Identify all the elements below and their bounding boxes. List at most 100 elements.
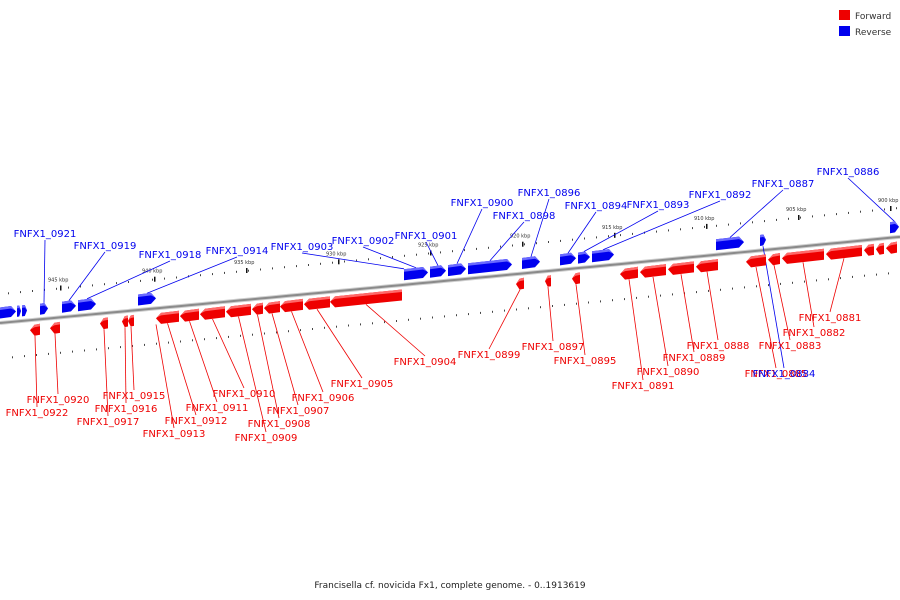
forward-gene-arrow <box>640 264 666 278</box>
track-tick <box>384 321 385 324</box>
reverse-gene-arrow <box>578 251 590 264</box>
gene-label: FNFX1_0889 <box>663 353 726 364</box>
track-tick <box>624 298 625 301</box>
track-tick <box>392 256 393 258</box>
forward-gene-arrow <box>100 317 108 330</box>
track-tick <box>216 337 217 340</box>
track-tick <box>264 332 265 335</box>
gene-label: FNFX1_0895 <box>554 356 617 367</box>
track-tick <box>20 291 21 294</box>
track-tick <box>372 322 373 325</box>
label-leader-line <box>54 333 59 395</box>
reverse-gene-arrow <box>62 300 76 313</box>
track-tick <box>60 351 61 354</box>
track-tick <box>528 307 529 310</box>
kbp-tick-mark <box>614 232 616 238</box>
forward-gene-arrow <box>826 245 862 260</box>
track-tick <box>896 207 897 210</box>
gene-label: FNFX1_0913 <box>143 429 206 440</box>
track-tick <box>120 346 121 349</box>
track-tick <box>656 230 657 233</box>
track-tick <box>240 334 241 337</box>
gene-label: FNFX1_0890 <box>637 367 700 378</box>
track-tick <box>336 325 337 328</box>
gene-label: FNFX1_0916 <box>95 404 158 415</box>
track-tick <box>416 253 417 256</box>
gene-label: FNFX1_0915 <box>103 391 166 402</box>
track-tick <box>720 288 721 291</box>
label-leader-line <box>365 304 426 357</box>
label-leader-line <box>652 276 669 367</box>
backbone-layer <box>0 234 900 325</box>
gene-label: FNFX1_0919 <box>74 241 137 252</box>
label-leader-line <box>146 256 238 294</box>
track-tick <box>96 348 97 351</box>
track-tick <box>288 330 289 333</box>
track-tick <box>620 234 621 237</box>
track-tick <box>744 286 745 289</box>
kbp-tick-mark <box>154 276 156 282</box>
label-leader-line <box>762 246 785 369</box>
gene-label: FNFX1_0910 <box>213 389 276 400</box>
track-tick <box>884 208 885 211</box>
label-leader-line <box>530 198 550 257</box>
forward-gene-arrow <box>280 298 303 313</box>
track-tick <box>164 277 165 280</box>
reverse-gene-arrow <box>448 263 466 277</box>
track-tick <box>492 310 493 313</box>
forward-gene-arrow <box>200 306 225 320</box>
gene-label: FNFX1_0918 <box>139 250 202 261</box>
label-leader-line <box>362 246 417 269</box>
label-leader-line <box>680 274 695 353</box>
kbp-tick-label: 900 kbp <box>878 198 898 204</box>
forward-gene-arrow <box>696 259 718 273</box>
track-tick <box>692 227 693 230</box>
track-tick <box>572 238 573 241</box>
track-tick <box>600 300 601 303</box>
track-tick <box>524 243 525 246</box>
track-tick <box>612 299 613 302</box>
label-leader-line <box>257 314 280 419</box>
track-tick <box>420 317 421 320</box>
track-tick <box>320 262 321 265</box>
label-leader-line <box>34 335 38 408</box>
label-leader-line <box>316 308 363 379</box>
track-tick <box>456 314 457 317</box>
track-tick <box>428 252 429 255</box>
label-leader-line <box>456 208 483 264</box>
track-tick <box>500 245 501 248</box>
reverse-gene-arrow <box>560 252 576 266</box>
track-tick <box>464 249 465 252</box>
kbp-tick-mark <box>338 259 340 265</box>
reverse-gene-arrow <box>890 221 899 234</box>
gene-label: FNFX1_0892 <box>689 190 752 201</box>
gene-label: FNFX1_0900 <box>451 198 514 209</box>
gene-label: FNFX1_0898 <box>493 211 556 222</box>
label-leader-line <box>212 318 245 389</box>
kbp-tick-mark <box>60 285 62 291</box>
gene-label: FNFX1_0901 <box>395 231 458 242</box>
track-tick <box>632 232 633 235</box>
label-leader-line <box>86 260 171 300</box>
track-tick <box>200 274 201 277</box>
track-tick <box>276 331 277 334</box>
kbp-tick-label: 920 kbp <box>510 234 530 240</box>
legend-forward-label: Forward <box>855 12 891 22</box>
track-tick <box>552 305 553 307</box>
track-tick <box>836 213 837 216</box>
kbp-tick-label: 915 kbp <box>602 225 622 231</box>
track-tick <box>852 275 853 278</box>
reverse-gene-arrow <box>0 306 16 319</box>
gene-label: FNFX1_0921 <box>14 229 77 240</box>
kbp-tick-mark <box>890 206 892 211</box>
forward-gene-arrow <box>30 323 40 336</box>
gene-label: FNFX1_0920 <box>27 395 90 406</box>
track-tick <box>380 257 381 260</box>
gene-label: FNFX1_0893 <box>627 200 690 211</box>
track-tick <box>84 349 85 352</box>
track-tick <box>48 352 49 355</box>
track-tick <box>8 292 9 295</box>
label-leader-line <box>271 313 299 406</box>
